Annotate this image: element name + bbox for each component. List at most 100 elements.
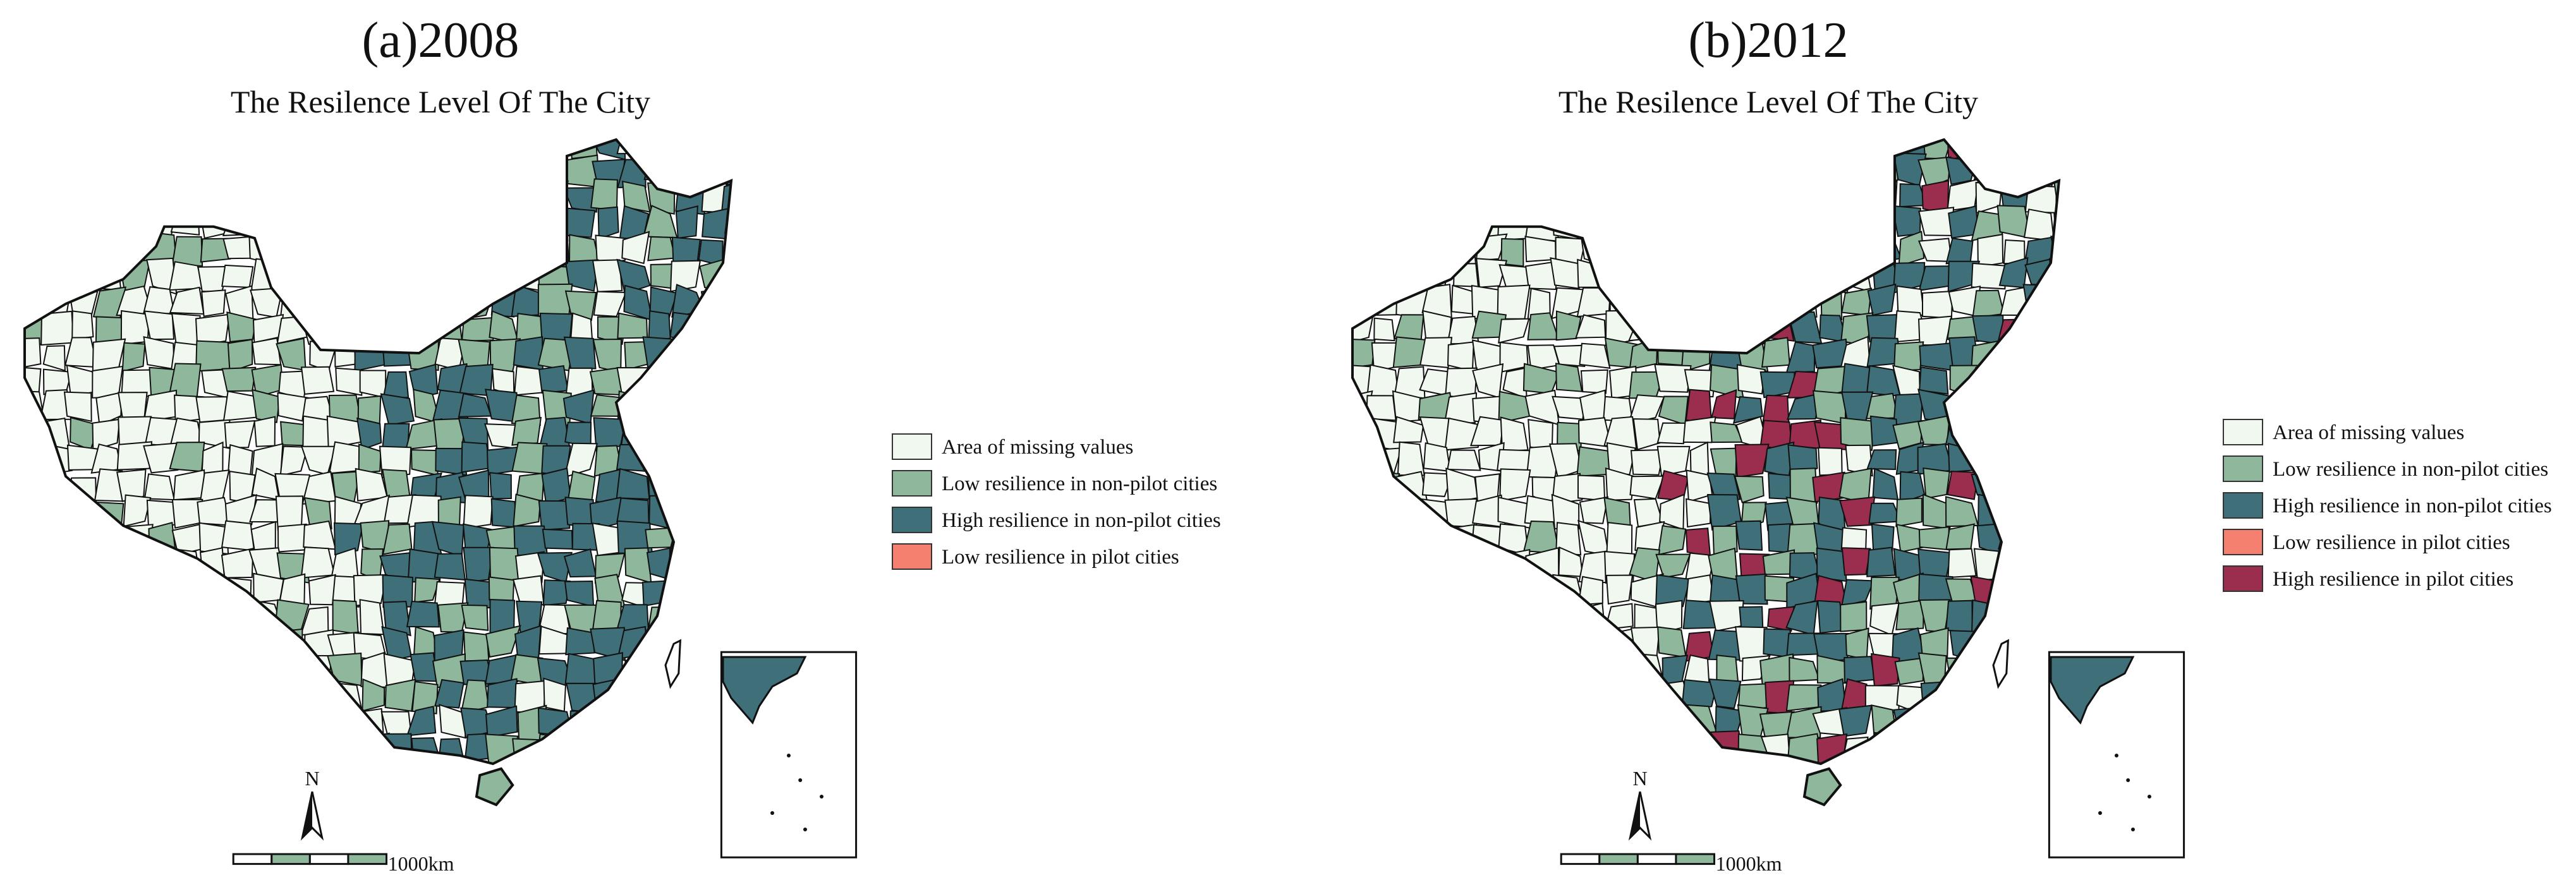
city-region <box>1582 761 1610 764</box>
city-region <box>327 184 364 212</box>
city-region <box>1682 284 1711 317</box>
city-region <box>2030 574 2059 605</box>
city-region <box>68 578 96 607</box>
city-region <box>1577 576 1603 606</box>
city-region <box>1838 704 1873 737</box>
city-region <box>1423 520 1452 555</box>
city-region <box>354 336 387 372</box>
city-region <box>511 416 542 446</box>
city-region <box>1528 680 1557 713</box>
city-region <box>1366 707 1398 737</box>
city-region <box>1739 157 1763 184</box>
city-region <box>1500 416 1529 452</box>
city-region <box>1707 260 1738 291</box>
city-region <box>1632 653 1664 680</box>
city-region <box>1576 287 1612 318</box>
city-region <box>2024 184 2057 214</box>
city-region <box>542 579 571 606</box>
city-region <box>1764 183 1796 210</box>
city-region <box>537 757 570 764</box>
city-region <box>671 681 698 713</box>
city-region <box>1504 654 1533 689</box>
city-region <box>1470 734 1505 764</box>
city-region <box>2050 420 2059 452</box>
city-region <box>1500 238 1524 267</box>
legend-label: High resilience in non-pilot cities <box>942 509 1221 532</box>
city-region <box>2050 573 2059 607</box>
city-region <box>1708 140 1740 162</box>
city-region <box>353 288 390 320</box>
city-region <box>1522 363 1560 395</box>
city-region <box>1997 627 2031 662</box>
city-region <box>1392 140 1425 163</box>
city-region <box>44 231 67 265</box>
city-region <box>1426 153 1453 186</box>
city-region <box>2023 521 2054 552</box>
city-region <box>1352 472 1376 505</box>
city-region <box>42 345 66 372</box>
city-region <box>641 762 679 764</box>
city-region <box>249 655 283 688</box>
city-region <box>277 259 305 295</box>
city-region <box>490 182 516 212</box>
city-region <box>116 140 153 162</box>
city-region <box>94 601 121 633</box>
city-region <box>1817 678 1847 712</box>
city-region <box>1522 732 1557 762</box>
city-region <box>672 551 704 582</box>
city-region <box>169 683 203 711</box>
city-region <box>1498 318 1530 344</box>
city-region <box>252 760 283 764</box>
city-region <box>1352 262 1374 293</box>
city-region <box>176 184 202 212</box>
city-region <box>1656 235 1689 267</box>
city-region <box>1352 652 1373 687</box>
city-region <box>1736 364 1766 395</box>
city-region <box>42 140 71 160</box>
city-region <box>1579 153 1608 188</box>
city-region <box>1840 579 1875 607</box>
city-region <box>1917 737 1953 759</box>
city-region <box>303 684 334 712</box>
city-region <box>91 184 125 213</box>
city-region <box>675 205 698 239</box>
legend: Area of missing values Low resilience in … <box>892 433 1221 570</box>
city-region <box>2024 600 2058 634</box>
city-region <box>668 521 705 555</box>
city-region <box>1733 763 1770 764</box>
map-regions <box>25 140 731 764</box>
city-region <box>356 732 391 764</box>
city-region <box>621 231 650 265</box>
city-region <box>1448 178 1481 212</box>
inset-island <box>2126 778 2130 782</box>
city-region <box>25 443 44 478</box>
city-region <box>143 473 175 501</box>
city-region <box>352 258 385 295</box>
city-region <box>645 418 674 444</box>
city-region <box>1789 656 1821 682</box>
city-region <box>1813 140 1845 163</box>
city-region <box>459 184 495 208</box>
city-region <box>195 704 228 735</box>
city-region <box>1732 395 1763 424</box>
city-region <box>542 528 573 550</box>
city-region <box>1791 178 1821 214</box>
city-region <box>623 658 650 686</box>
city-region <box>1735 573 1768 605</box>
city-region <box>1947 471 1979 500</box>
city-region <box>1576 709 1612 737</box>
legend-swatch <box>2223 492 2263 519</box>
city-region <box>1610 734 1638 764</box>
city-region <box>2026 314 2056 344</box>
city-region <box>668 419 705 450</box>
city-region <box>1818 210 1850 239</box>
city-region <box>171 236 204 267</box>
city-region <box>143 336 175 370</box>
city-region <box>1786 392 1823 420</box>
city-region <box>1555 522 1582 556</box>
city-region <box>201 441 224 475</box>
city-region <box>224 762 255 764</box>
city-region <box>1660 759 1692 764</box>
city-region <box>1686 498 1711 528</box>
